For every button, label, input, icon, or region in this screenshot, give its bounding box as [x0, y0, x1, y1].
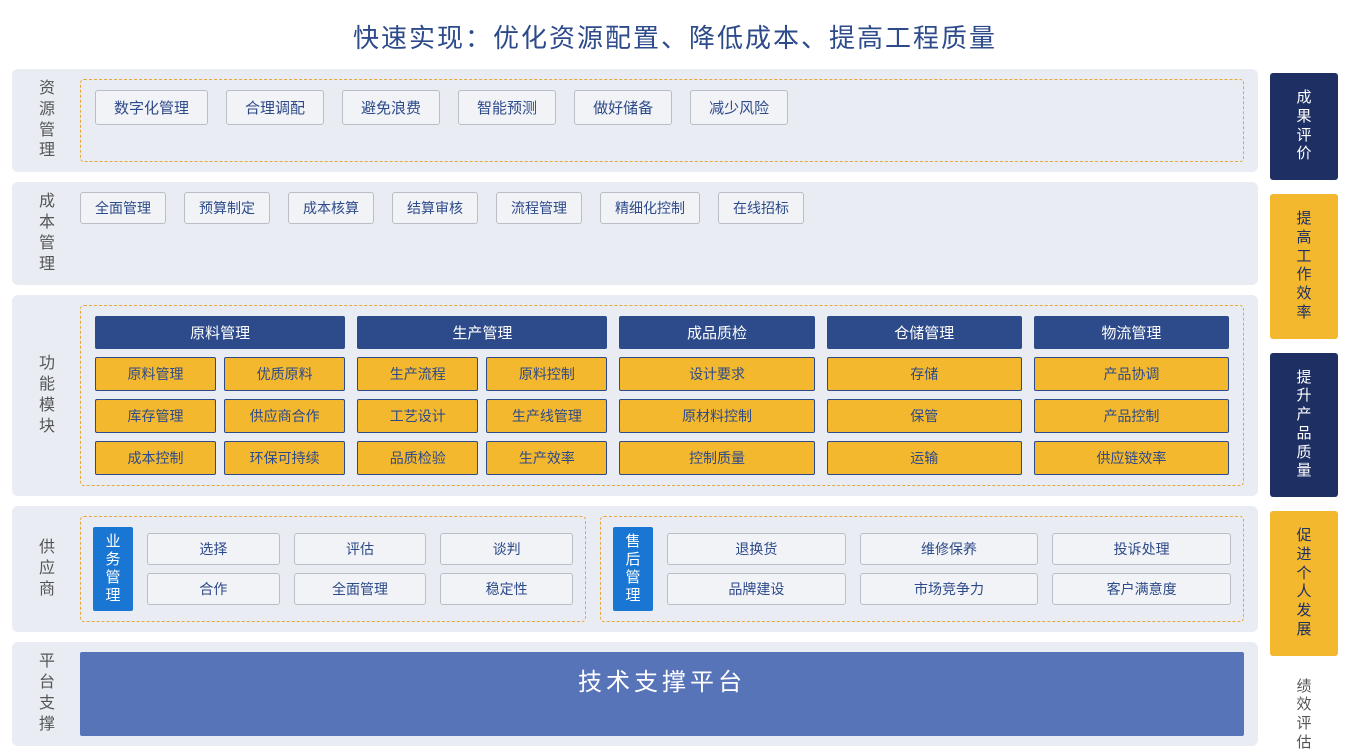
right-column: 成果评价 提高工作效率 提升产品质量 促进个人发展 绩效评估 — [1270, 69, 1338, 753]
panel-label-supplier: 供应商 — [22, 516, 80, 622]
chip: 合作 — [147, 573, 280, 605]
chip: 产品协调 — [1034, 357, 1229, 391]
chip: 结算审核 — [392, 192, 478, 224]
chip: 全面管理 — [294, 573, 427, 605]
supplier-badge: 售后管理 — [613, 527, 653, 611]
chip: 供应商合作 — [224, 399, 345, 433]
chip: 工艺设计 — [357, 399, 478, 433]
chip: 选择 — [147, 533, 280, 565]
right-pill-0: 成果评价 — [1270, 73, 1338, 180]
supplier-row: 退换货 维修保养 投诉处理 — [667, 533, 1231, 565]
module-col-1: 生产管理 生产流程 原料控制 工艺设计 生产线管理 品质检验 生产效率 — [357, 316, 607, 475]
chip: 生产线管理 — [486, 399, 607, 433]
chip: 退换货 — [667, 533, 846, 565]
chip: 全面管理 — [80, 192, 166, 224]
right-pill-3: 促进个人发展 — [1270, 511, 1338, 656]
supplier-badge: 业务管理 — [93, 527, 133, 611]
supplier-row: 选择 评估 谈判 — [147, 533, 573, 565]
chip: 稳定性 — [440, 573, 573, 605]
module-header: 生产管理 — [357, 316, 607, 349]
chip: 流程管理 — [496, 192, 582, 224]
right-pill-2: 提升产品质量 — [1270, 353, 1338, 498]
cost-chip-row: 全面管理 预算制定 成本核算 结算审核 流程管理 精细化控制 在线招标 — [80, 192, 1244, 224]
chip: 保管 — [827, 399, 1022, 433]
module-grid: 设计要求 原材料控制 控制质量 — [619, 357, 814, 475]
modules-wrap: 原料管理 原料管理 优质原料 库存管理 供应商合作 成本控制 环保可持续 生产管… — [95, 316, 1229, 475]
panel-supplier: 供应商 业务管理 选择 评估 谈判 合作 全面管理 稳定性 — [12, 506, 1258, 632]
chip: 品牌建设 — [667, 573, 846, 605]
chip: 生产流程 — [357, 357, 478, 391]
module-grid: 生产流程 原料控制 工艺设计 生产线管理 品质检验 生产效率 — [357, 357, 607, 475]
chip: 原料管理 — [95, 357, 216, 391]
chip: 成本核算 — [288, 192, 374, 224]
right-pill-1: 提高工作效率 — [1270, 194, 1338, 339]
module-col-2: 成品质检 设计要求 原材料控制 控制质量 — [619, 316, 814, 475]
cost-body: 全面管理 预算制定 成本核算 结算审核 流程管理 精细化控制 在线招标 — [80, 192, 1244, 275]
module-header: 原料管理 — [95, 316, 345, 349]
chip: 避免浪费 — [342, 90, 440, 125]
supplier-row: 品牌建设 市场竞争力 客户满意度 — [667, 573, 1231, 605]
page-title: 快速实现：优化资源配置、降低成本、提高工程质量 — [0, 0, 1350, 69]
left-column: 资源管理 数字化管理 合理调配 避免浪费 智能预测 做好储备 减少风险 成本管理… — [12, 69, 1258, 753]
panel-label-modules: 功能模块 — [22, 305, 80, 486]
chip: 市场竞争力 — [860, 573, 1039, 605]
chip: 供应链效率 — [1034, 441, 1229, 475]
supplier-rows: 退换货 维修保养 投诉处理 品牌建设 市场竞争力 客户满意度 — [667, 533, 1231, 605]
chip: 做好储备 — [574, 90, 672, 125]
supplier-row: 合作 全面管理 稳定性 — [147, 573, 573, 605]
main-layout: 资源管理 数字化管理 合理调配 避免浪费 智能预测 做好储备 减少风险 成本管理… — [0, 69, 1350, 753]
chip: 存储 — [827, 357, 1022, 391]
module-grid: 产品协调 产品控制 供应链效率 — [1034, 357, 1229, 475]
chip: 环保可持续 — [224, 441, 345, 475]
panel-resource: 资源管理 数字化管理 合理调配 避免浪费 智能预测 做好储备 减少风险 — [12, 69, 1258, 172]
chip: 数字化管理 — [95, 90, 208, 125]
supplier-group-1: 售后管理 退换货 维修保养 投诉处理 品牌建设 市场竞争力 客户满意度 — [600, 516, 1244, 622]
chip: 评估 — [294, 533, 427, 565]
chip: 精细化控制 — [600, 192, 700, 224]
chip: 生产效率 — [486, 441, 607, 475]
chip: 库存管理 — [95, 399, 216, 433]
chip: 维修保养 — [860, 533, 1039, 565]
chip: 设计要求 — [619, 357, 814, 391]
module-col-3: 仓储管理 存储 保管 运输 — [827, 316, 1022, 475]
chip: 优质原料 — [224, 357, 345, 391]
module-header: 成品质检 — [619, 316, 814, 349]
platform-bar: 技术支撑平台 — [80, 652, 1244, 735]
module-grid: 存储 保管 运输 — [827, 357, 1022, 475]
module-col-0: 原料管理 原料管理 优质原料 库存管理 供应商合作 成本控制 环保可持续 — [95, 316, 345, 475]
supplier-rows: 选择 评估 谈判 合作 全面管理 稳定性 — [147, 533, 573, 605]
chip: 合理调配 — [226, 90, 324, 125]
chip: 控制质量 — [619, 441, 814, 475]
chip: 产品控制 — [1034, 399, 1229, 433]
module-grid: 原料管理 优质原料 库存管理 供应商合作 成本控制 环保可持续 — [95, 357, 345, 475]
supplier-body: 业务管理 选择 评估 谈判 合作 全面管理 稳定性 — [80, 516, 1244, 622]
chip: 在线招标 — [718, 192, 804, 224]
chip: 预算制定 — [184, 192, 270, 224]
chip: 智能预测 — [458, 90, 556, 125]
platform-body: 技术支撑平台 — [80, 652, 1244, 735]
panel-cost: 成本管理 全面管理 预算制定 成本核算 结算审核 流程管理 精细化控制 在线招标 — [12, 182, 1258, 285]
chip: 原材料控制 — [619, 399, 814, 433]
panel-label-cost: 成本管理 — [22, 192, 80, 275]
module-header: 仓储管理 — [827, 316, 1022, 349]
panel-platform: 平台支撑 技术支撑平台 — [12, 642, 1258, 745]
chip: 谈判 — [440, 533, 573, 565]
chip: 投诉处理 — [1052, 533, 1231, 565]
chip: 减少风险 — [690, 90, 788, 125]
chip: 运输 — [827, 441, 1022, 475]
supplier-group-0: 业务管理 选择 评估 谈判 合作 全面管理 稳定性 — [80, 516, 586, 622]
chip: 原料控制 — [486, 357, 607, 391]
resource-chip-row: 数字化管理 合理调配 避免浪费 智能预测 做好储备 减少风险 — [95, 90, 1229, 125]
chip: 品质检验 — [357, 441, 478, 475]
module-col-4: 物流管理 产品协调 产品控制 供应链效率 — [1034, 316, 1229, 475]
panel-modules: 功能模块 原料管理 原料管理 优质原料 库存管理 供应商合作 成本控制 环保可持… — [12, 295, 1258, 496]
panel-label-resource: 资源管理 — [22, 79, 80, 162]
panel-label-platform: 平台支撑 — [22, 652, 80, 735]
modules-box: 原料管理 原料管理 优质原料 库存管理 供应商合作 成本控制 环保可持续 生产管… — [80, 305, 1244, 486]
chip: 客户满意度 — [1052, 573, 1231, 605]
resource-box: 数字化管理 合理调配 避免浪费 智能预测 做好储备 减少风险 — [80, 79, 1244, 162]
chip: 成本控制 — [95, 441, 216, 475]
module-header: 物流管理 — [1034, 316, 1229, 349]
right-plain-4: 绩效评估 — [1270, 670, 1338, 753]
